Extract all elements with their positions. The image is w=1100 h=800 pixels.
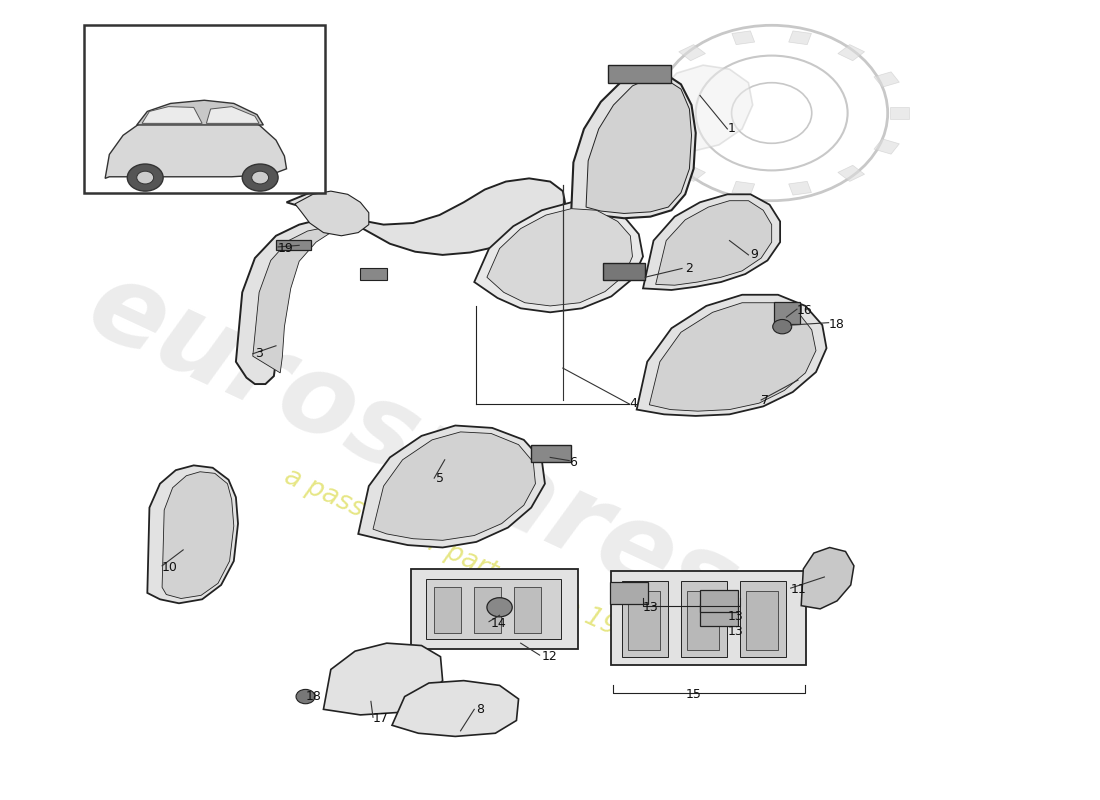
Bar	[621, 581, 669, 657]
Bar	[84, 26, 324, 193]
Bar	[608, 65, 671, 82]
Text: 2: 2	[685, 262, 693, 275]
Bar	[276, 240, 311, 250]
Bar	[474, 586, 500, 633]
Polygon shape	[571, 71, 695, 218]
Circle shape	[252, 171, 268, 184]
Polygon shape	[147, 466, 238, 603]
Text: 16: 16	[798, 304, 813, 318]
Polygon shape	[874, 139, 900, 154]
Polygon shape	[801, 547, 854, 609]
Polygon shape	[392, 681, 518, 737]
Polygon shape	[732, 31, 755, 45]
Polygon shape	[679, 45, 705, 61]
Bar	[747, 590, 778, 650]
Circle shape	[296, 690, 315, 704]
Text: 18: 18	[306, 690, 321, 703]
Bar	[688, 590, 719, 650]
Text: 19: 19	[278, 242, 294, 255]
Text: 9: 9	[750, 249, 759, 262]
Text: eurospares: eurospares	[73, 251, 754, 645]
Text: 17: 17	[373, 712, 389, 726]
Text: 4: 4	[629, 398, 637, 410]
Polygon shape	[323, 643, 442, 715]
Polygon shape	[162, 472, 234, 598]
Bar	[610, 582, 648, 604]
Circle shape	[128, 164, 163, 191]
Polygon shape	[838, 166, 865, 182]
Text: 10: 10	[162, 561, 178, 574]
Polygon shape	[838, 45, 865, 61]
Text: 14: 14	[491, 617, 507, 630]
Polygon shape	[207, 106, 260, 123]
Circle shape	[487, 598, 513, 617]
Text: 13: 13	[727, 610, 744, 623]
Text: 7: 7	[761, 394, 769, 406]
Polygon shape	[235, 220, 338, 384]
Bar	[681, 581, 727, 657]
Polygon shape	[142, 106, 202, 123]
Bar	[531, 445, 571, 462]
Text: 1: 1	[727, 122, 735, 135]
Circle shape	[772, 319, 792, 334]
Polygon shape	[286, 178, 565, 255]
Polygon shape	[373, 432, 536, 540]
Polygon shape	[644, 194, 780, 290]
Polygon shape	[106, 111, 286, 178]
Text: 12: 12	[542, 650, 558, 663]
Polygon shape	[890, 107, 909, 118]
Polygon shape	[586, 78, 692, 214]
Polygon shape	[649, 302, 816, 411]
Polygon shape	[295, 191, 368, 236]
Bar	[740, 581, 786, 657]
Bar	[700, 604, 738, 626]
Bar	[434, 586, 461, 633]
Bar	[612, 570, 806, 665]
Polygon shape	[732, 182, 755, 195]
Bar	[411, 569, 578, 649]
Text: 18: 18	[828, 318, 845, 330]
Text: 13: 13	[727, 625, 744, 638]
Bar	[426, 579, 561, 639]
Polygon shape	[644, 65, 752, 151]
Polygon shape	[679, 166, 705, 182]
Bar	[628, 590, 660, 650]
Circle shape	[136, 171, 154, 184]
Polygon shape	[359, 426, 544, 547]
Bar	[700, 590, 738, 612]
Bar	[361, 269, 387, 281]
Polygon shape	[789, 182, 812, 195]
Text: 8: 8	[476, 703, 484, 716]
Text: 11: 11	[791, 583, 806, 596]
Text: a passion for parts since 1985: a passion for parts since 1985	[279, 463, 652, 655]
Polygon shape	[487, 209, 632, 306]
Polygon shape	[635, 107, 653, 118]
Polygon shape	[644, 72, 670, 87]
Polygon shape	[789, 31, 812, 45]
Bar	[515, 586, 541, 633]
Circle shape	[242, 164, 278, 191]
Text: 3: 3	[255, 347, 263, 360]
Text: 13: 13	[644, 601, 659, 614]
Polygon shape	[253, 228, 331, 373]
Text: 6: 6	[569, 456, 578, 469]
Polygon shape	[874, 72, 900, 87]
Polygon shape	[474, 202, 644, 312]
Text: 15: 15	[685, 689, 701, 702]
Polygon shape	[656, 201, 772, 286]
Bar	[773, 302, 800, 324]
Bar	[603, 263, 645, 281]
Polygon shape	[644, 139, 670, 154]
Text: 5: 5	[437, 472, 444, 485]
Polygon shape	[136, 100, 263, 125]
Polygon shape	[637, 294, 826, 416]
